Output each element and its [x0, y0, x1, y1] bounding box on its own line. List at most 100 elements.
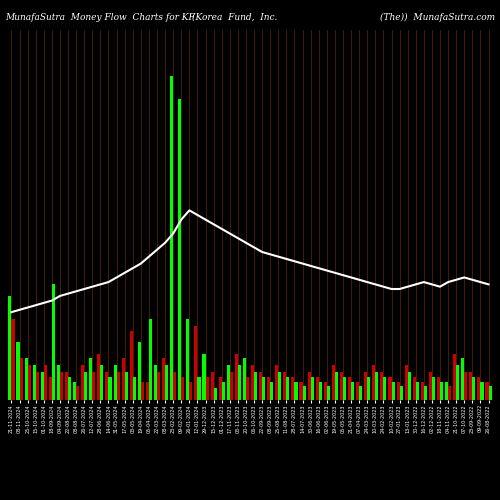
Bar [146, 382, 149, 400]
Bar [278, 372, 281, 400]
Bar [235, 354, 238, 400]
Bar [267, 377, 270, 400]
Bar [68, 377, 71, 400]
Bar [65, 372, 68, 400]
Bar [210, 372, 214, 400]
Text: (Korea  Fund,  Inc.: (Korea Fund, Inc. [192, 12, 278, 22]
Bar [170, 76, 173, 400]
Bar [76, 386, 79, 400]
Bar [412, 377, 416, 400]
Bar [214, 388, 216, 400]
Bar [486, 382, 488, 400]
Bar [343, 377, 346, 400]
Bar [292, 377, 294, 400]
Bar [470, 372, 472, 400]
Bar [165, 366, 168, 400]
Bar [456, 366, 460, 400]
Bar [388, 377, 392, 400]
Bar [372, 366, 376, 400]
Bar [392, 382, 394, 400]
Bar [432, 377, 435, 400]
Bar [421, 382, 424, 400]
Bar [396, 382, 400, 400]
Bar [318, 382, 322, 400]
Bar [106, 372, 108, 400]
Bar [324, 382, 327, 400]
Bar [270, 382, 274, 400]
Bar [149, 319, 152, 400]
Bar [416, 382, 419, 400]
Bar [44, 366, 47, 400]
Bar [206, 377, 208, 400]
Bar [308, 372, 310, 400]
Bar [130, 330, 133, 400]
Bar [98, 354, 100, 400]
Bar [49, 377, 52, 400]
Bar [116, 372, 119, 400]
Bar [364, 372, 367, 400]
Bar [359, 386, 362, 400]
Bar [300, 382, 302, 400]
Bar [408, 372, 410, 400]
Bar [238, 366, 241, 400]
Bar [141, 382, 144, 400]
Bar [157, 372, 160, 400]
Bar [327, 386, 330, 400]
Bar [100, 366, 103, 400]
Bar [445, 382, 448, 400]
Bar [400, 386, 402, 400]
Bar [138, 342, 141, 400]
Bar [124, 372, 128, 400]
Bar [461, 358, 464, 400]
Bar [316, 377, 318, 400]
Bar [448, 386, 451, 400]
Bar [348, 377, 351, 400]
Bar [480, 382, 484, 400]
Bar [380, 372, 384, 400]
Bar [218, 377, 222, 400]
Bar [162, 358, 165, 400]
Bar [20, 358, 22, 400]
Bar [60, 372, 63, 400]
Bar [178, 100, 182, 400]
Bar [133, 377, 136, 400]
Bar [12, 319, 14, 400]
Bar [302, 386, 306, 400]
Bar [90, 358, 92, 400]
Bar [24, 358, 28, 400]
Bar [332, 366, 335, 400]
Bar [92, 372, 96, 400]
Bar [437, 377, 440, 400]
Bar [356, 382, 359, 400]
Bar [202, 354, 205, 400]
Bar [122, 358, 124, 400]
Bar [16, 342, 20, 400]
Bar [190, 382, 192, 400]
Bar [284, 372, 286, 400]
Bar [404, 366, 407, 400]
Bar [424, 386, 427, 400]
Bar [246, 377, 249, 400]
Bar [40, 372, 44, 400]
Bar [226, 366, 230, 400]
Text: MunafaSutra  Money Flow  Charts for KF: MunafaSutra Money Flow Charts for KF [5, 12, 195, 22]
Bar [351, 382, 354, 400]
Bar [310, 377, 314, 400]
Bar [57, 366, 60, 400]
Bar [243, 358, 246, 400]
Bar [340, 372, 343, 400]
Text: (The))  MunafaSutra.com: (The)) MunafaSutra.com [380, 12, 495, 22]
Bar [81, 366, 84, 400]
Bar [472, 377, 476, 400]
Bar [114, 366, 116, 400]
Bar [478, 377, 480, 400]
Bar [275, 366, 278, 400]
Bar [173, 372, 176, 400]
Bar [464, 372, 468, 400]
Bar [453, 354, 456, 400]
Bar [182, 377, 184, 400]
Bar [367, 377, 370, 400]
Bar [28, 366, 30, 400]
Bar [384, 377, 386, 400]
Bar [254, 372, 257, 400]
